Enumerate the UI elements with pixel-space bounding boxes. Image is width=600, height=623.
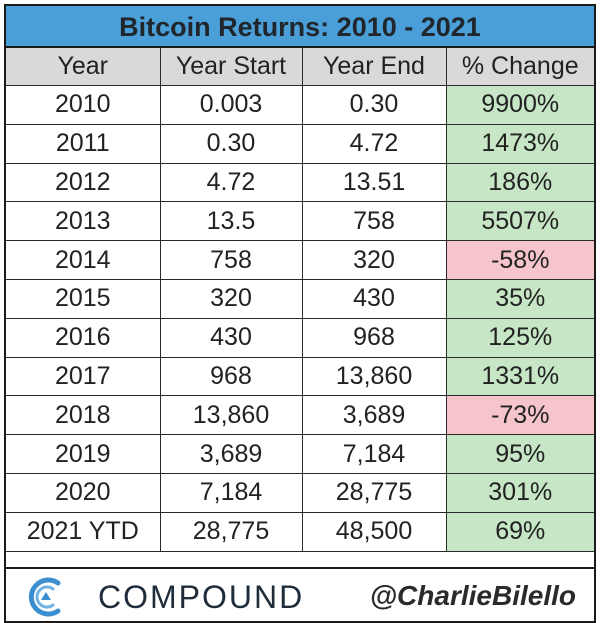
year-cell: 2014 [6, 240, 161, 280]
pct-change-cell: 35% [445, 278, 594, 319]
table-row: 2020 7,184 28,775 301% [6, 472, 594, 513]
year-end-cell: 7,184 [301, 434, 447, 474]
pct-change-cell: 125% [445, 317, 594, 358]
year-cell: 2020 [6, 472, 161, 513]
year-cell: 2017 [6, 356, 161, 397]
year-end-cell: 430 [301, 278, 447, 319]
year-start-cell: 7,184 [159, 472, 303, 513]
pct-change-cell: 301% [445, 472, 594, 513]
year-end-cell: 968 [301, 317, 447, 358]
year-cell: 2016 [6, 317, 161, 358]
compound-logo-icon [28, 577, 61, 617]
author-handle: @CharlieBilello [369, 580, 576, 611]
footer: COMPOUND @CharlieBilello [6, 567, 594, 621]
table-row: 2011 0.30 4.72 1473% [6, 123, 594, 164]
table-row: 2014 758 320 -58% [6, 240, 594, 280]
year-end-cell: 13.51 [301, 162, 447, 203]
returns-table-card: Bitcoin Returns: 2010 - 2021 Year Year S… [4, 4, 596, 623]
year-start-cell: 13,860 [159, 395, 303, 436]
year-start-cell: 430 [159, 317, 303, 358]
column-header-pct-change: % Change [445, 48, 594, 86]
year-cell: 2019 [6, 434, 161, 474]
table-row: 2013 13.5 758 5507% [6, 201, 594, 242]
year-cell: 2018 [6, 395, 161, 436]
table-row: 2015 320 430 35% [6, 278, 594, 319]
pct-change-cell: 95% [445, 434, 594, 474]
year-start-cell: 3,689 [159, 434, 303, 474]
year-start-cell: 758 [159, 240, 303, 280]
table-row: 2021 YTD 28,775 48,500 69% [6, 511, 594, 552]
year-end-cell: 0.30 [301, 85, 447, 125]
table-row: 2019 3,689 7,184 95% [6, 434, 594, 474]
year-end-cell: 48,500 [301, 511, 447, 552]
year-start-cell: 4.72 [159, 162, 303, 203]
table-row: 2017 968 13,860 1331% [6, 356, 594, 397]
year-end-cell: 13,860 [301, 356, 447, 397]
pct-change-cell: 1473% [445, 123, 594, 164]
year-cell: 2012 [6, 162, 161, 203]
year-start-cell: 320 [159, 278, 303, 319]
year-start-cell: 13.5 [159, 201, 303, 242]
column-header-year: Year [6, 48, 161, 86]
chart-title: Bitcoin Returns: 2010 - 2021 [6, 6, 594, 48]
pct-change-cell: -73% [445, 395, 594, 436]
table-row: 2010 0.003 0.30 9900% [6, 85, 594, 125]
pct-change-cell: 186% [445, 162, 594, 203]
returns-table: Year Year Start Year End % Change 2010 0.… [6, 48, 594, 552]
year-start-cell: 28,775 [159, 511, 303, 552]
year-start-cell: 968 [159, 356, 303, 397]
year-cell: 2010 [6, 85, 161, 125]
year-end-cell: 4.72 [301, 123, 447, 164]
table-row: 2016 430 968 125% [6, 317, 594, 358]
year-end-cell: 3,689 [301, 395, 447, 436]
pct-change-cell: 69% [445, 511, 594, 552]
pct-change-cell: 9900% [445, 85, 594, 125]
year-end-cell: 28,775 [301, 472, 447, 513]
year-end-cell: 320 [301, 240, 447, 280]
header-row: Year Year Start Year End % Change [6, 48, 594, 86]
column-header-year-start: Year Start [159, 48, 303, 86]
year-cell: 2015 [6, 278, 161, 319]
year-end-cell: 758 [301, 201, 447, 242]
year-cell: 2013 [6, 201, 161, 242]
pct-change-cell: -58% [445, 240, 594, 280]
column-header-year-end: Year End [301, 48, 447, 86]
table-row: 2012 4.72 13.51 186% [6, 162, 594, 203]
pct-change-cell: 1331% [445, 356, 594, 397]
table-row: 2018 13,860 3,689 -73% [6, 395, 594, 436]
year-start-cell: 0.003 [159, 85, 303, 125]
year-start-cell: 0.30 [159, 123, 303, 164]
year-cell: 2011 [6, 123, 161, 164]
year-cell: 2021 YTD [6, 511, 161, 552]
pct-change-cell: 5507% [445, 201, 594, 242]
brand-name: COMPOUND [98, 579, 305, 615]
